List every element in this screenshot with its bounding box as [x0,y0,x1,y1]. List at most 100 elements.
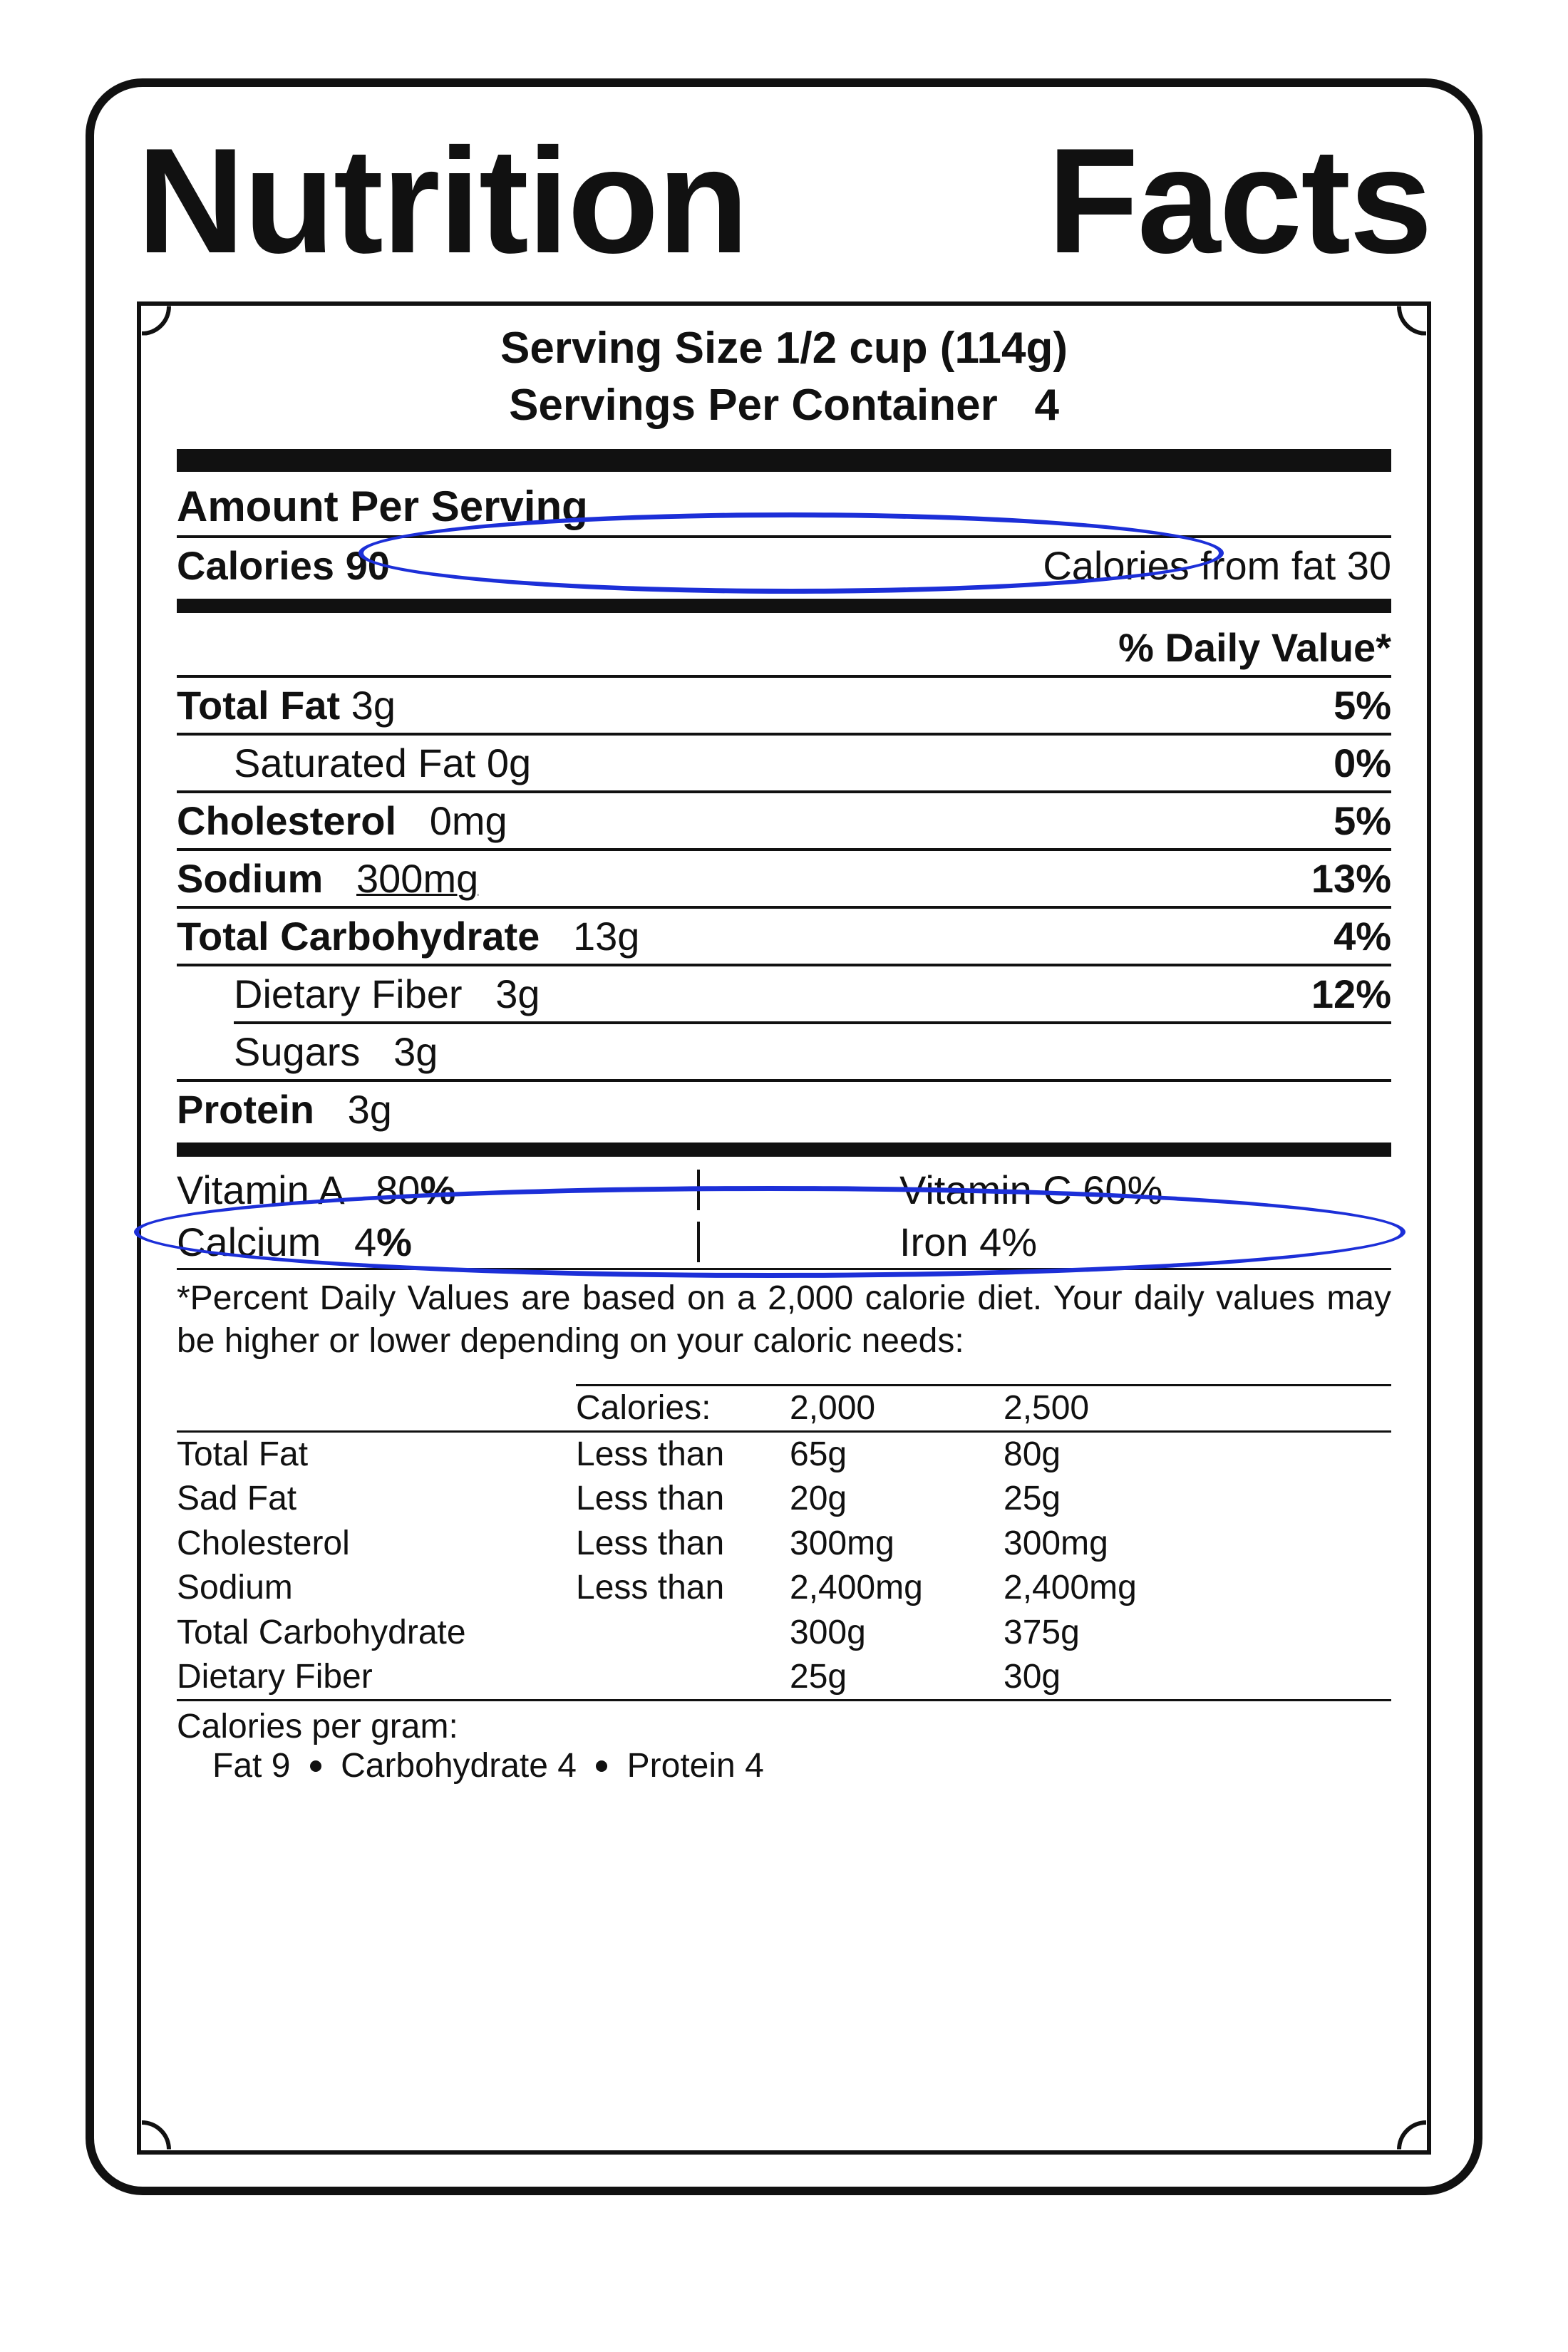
dv-reference-table: Calories: 2,000 2,500 Total FatLess than… [177,1384,1391,1702]
dv-cell: Cholesterol [177,1522,576,1566]
dv-cell: Dietary Fiber [177,1655,576,1699]
dv-cell: Less than [576,1566,790,1610]
iron-label: Iron [899,1219,969,1264]
sat-fat-row: Saturated Fat 0g 0% [177,736,1391,790]
daily-value-header: % Daily Value* [177,620,1391,675]
cholesterol-row: Cholesterol 0mg 5% [177,793,1391,848]
cholesterol-dv: 5% [1334,798,1391,844]
vitamin-a-value: 80 [376,1167,420,1212]
dv-cell: Sodium [177,1566,576,1610]
rule-thick-1 [177,449,1391,472]
cpg-title: Calories per gram: [177,1707,1391,1746]
dvhead-calories: Calories: [576,1386,790,1430]
calories-label: Calories [177,543,334,588]
protein-label: Protein [177,1087,314,1132]
total-fat-row: Total Fat 3g 5% [177,678,1391,733]
servings-per-container-label: Servings Per Container [509,381,998,430]
calories-row: Calories 90 Calories from fat 30 [177,538,1391,593]
dv-row: CholesterolLess than300mg300mg [177,1522,1391,1566]
dv-cell: Less than [576,1522,790,1566]
rule-med-2 [177,1143,1391,1157]
page: Nutrition Facts Serving Size 1/2 cup (11… [0,0,1568,2352]
title: Nutrition Facts [137,123,1431,280]
sodium-label: Sodium [177,856,323,901]
dv-cell [576,1655,790,1699]
sodium-dv: 13% [1311,855,1391,902]
dv-cell: 2,400mg [790,1566,1004,1610]
dv-cell [576,1611,790,1655]
calcium-value: 4 [354,1219,376,1264]
dv-cell: 30g [1004,1655,1217,1699]
carbohydrate-row: Total Carbohydrate 13g 4% [177,909,1391,964]
vitamins-block: Vitamin A 80% Vitamin C 60% Calcium [177,1164,1391,1268]
total-fat-amount: 3g [351,683,396,728]
cpg-fat: Fat 9 [212,1747,290,1785]
dv-row: Dietary Fiber 25g30g [177,1655,1391,1699]
calories-value: 90 [346,543,390,588]
dv-cell: Less than [576,1433,790,1477]
dv-cell: 2,400mg [1004,1566,1217,1610]
sat-fat-label: Saturated Fat [234,741,475,785]
dvhead-2500: 2,500 [1004,1386,1217,1430]
carb-dv: 4% [1334,913,1391,959]
dv-cell: 25g [1004,1477,1217,1521]
calcium-label: Calcium [177,1219,321,1264]
dv-cell: 80g [1004,1433,1217,1477]
footnote: *Percent Daily Values are based on a 2,0… [177,1270,1391,1384]
protein-amount: 3g [348,1087,392,1132]
dv-cell: Total Fat [177,1433,576,1477]
sugars-row: Sugars 3g [177,1024,1391,1079]
inner-panel: Serving Size 1/2 cup (114g) Servings Per… [137,301,1431,2155]
rule-med-1 [177,599,1391,613]
cpg-protein: Protein 4 [627,1747,764,1785]
cholesterol-amount: 0mg [430,798,507,843]
dv-cell: Sad Fat [177,1477,576,1521]
dv-row: Total Carbohydrate 300g375g [177,1611,1391,1655]
dv-row: SodiumLess than2,400mg2,400mg [177,1566,1391,1610]
vitamin-a-pct: % [420,1167,455,1212]
cpg-carb: Carbohydrate 4 [341,1747,577,1785]
vitamin-a-label: Vitamin A [177,1167,342,1212]
sat-fat-amount: 0g [487,741,531,785]
fiber-label: Dietary Fiber [234,971,463,1016]
sugars-amount: 3g [393,1029,438,1074]
calories-from-fat-label: Calories from fat [1043,543,1336,588]
sodium-row: Sodium 300mg 13% [177,851,1391,906]
servings-per-container-value: 4 [1034,381,1058,430]
sat-fat-dv: 0% [1334,740,1391,786]
dv-cell: 65g [790,1433,1004,1477]
dv-cell: 300g [790,1611,1004,1655]
dv-cell: 300mg [790,1522,1004,1566]
dvhead-2000: 2,000 [790,1386,1004,1430]
amount-per-serving: Amount Per Serving [177,482,1391,535]
dv-cell: Less than [576,1477,790,1521]
total-fat-dv: 5% [1334,682,1391,728]
iron-value: 4 [979,1219,1001,1264]
serving-block: Serving Size 1/2 cup (114g) Servings Per… [177,320,1391,435]
serving-size-value: 1/2 cup (114g) [775,324,1068,373]
dv-row: Total FatLess than65g80g [177,1433,1391,1477]
fiber-row: Dietary Fiber 3g 12% [177,966,1391,1021]
sodium-amount: 300mg [356,856,478,901]
dv-cell: 375g [1004,1611,1217,1655]
bullet-icon [310,1760,321,1772]
total-fat-label: Total Fat [177,683,340,728]
cholesterol-label: Cholesterol [177,798,396,843]
dv-cell: 300mg [1004,1522,1217,1566]
vitamin-c-label: Vitamin C [899,1167,1072,1212]
carb-label: Total Carbohydrate [177,914,540,959]
fiber-dv: 12% [1311,971,1391,1017]
calories-from-fat-value: 30 [1347,543,1391,588]
carb-amount: 13g [573,914,639,959]
iron-pct: % [1001,1219,1037,1264]
vitamin-c-value: 60 [1083,1167,1127,1212]
outer-panel: Nutrition Facts Serving Size 1/2 cup (11… [86,78,1482,2195]
dv-cell: 20g [790,1477,1004,1521]
protein-row: Protein 3g [177,1082,1391,1137]
dv-cell: 25g [790,1655,1004,1699]
sugars-label: Sugars [234,1029,360,1074]
vitamin-c-pct: % [1128,1167,1163,1212]
dv-row: Sad FatLess than20g25g [177,1477,1391,1521]
dv-cell: Total Carbohydrate [177,1611,576,1655]
fiber-amount: 3g [495,971,540,1016]
